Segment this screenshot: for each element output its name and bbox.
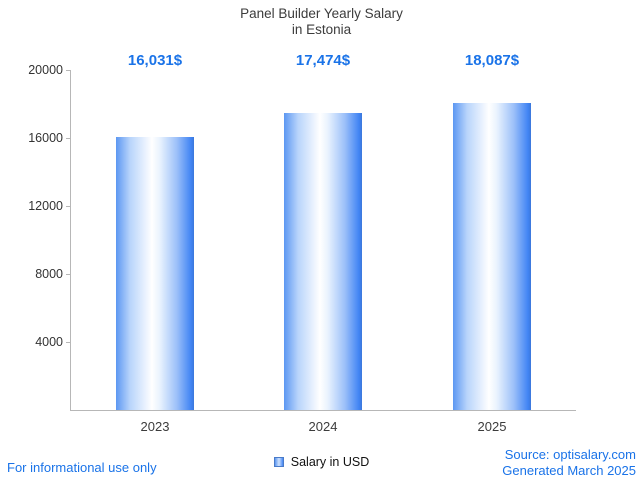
y-tickmark bbox=[66, 342, 71, 343]
bar-value-label: 17,474$ bbox=[295, 52, 351, 69]
chart-title-line1: Panel Builder Yearly Salary bbox=[240, 6, 403, 21]
bar-group-2024: 17,474$ 2024 bbox=[239, 52, 407, 434]
bar-2025 bbox=[453, 102, 531, 410]
bar-group-2025: 18,087$ 2025 bbox=[408, 52, 576, 434]
source-block: Source: optisalary.com Generated March 2… bbox=[502, 447, 636, 478]
y-tickmark bbox=[66, 274, 71, 275]
y-tick-label: 20000 bbox=[28, 63, 63, 77]
y-tick-label: 8000 bbox=[35, 267, 63, 281]
generated-text: Generated March 2025 bbox=[502, 462, 636, 478]
chart-title: Panel Builder Yearly Salary in Estonia bbox=[0, 6, 643, 38]
bar-2023 bbox=[116, 137, 194, 410]
y-tickmark bbox=[66, 138, 71, 139]
x-category-label: 2025 bbox=[477, 419, 507, 434]
chart-title-line2: in Estonia bbox=[291, 22, 352, 37]
legend-label: Salary in USD bbox=[290, 455, 370, 469]
y-tickmark bbox=[66, 206, 71, 207]
source-text: Source: optisalary.com bbox=[504, 447, 636, 462]
bar-value-label: 18,087$ bbox=[464, 52, 520, 69]
y-tick-label: 4000 bbox=[35, 335, 63, 349]
chart-legend: Salary in USD bbox=[0, 455, 643, 469]
legend-swatch-icon bbox=[273, 457, 284, 467]
y-tickmark bbox=[66, 70, 71, 71]
bar-2024 bbox=[284, 112, 362, 410]
x-category-label: 2024 bbox=[308, 419, 338, 434]
bar-value-label: 16,031$ bbox=[127, 52, 183, 69]
disclaimer-text: For informational use only bbox=[7, 460, 157, 475]
y-tick-label: 16000 bbox=[28, 131, 63, 145]
bar-group-2023: 16,031$ 2023 bbox=[71, 52, 239, 434]
x-category-label: 2023 bbox=[140, 419, 170, 434]
plot-area: 20000 16000 12000 8000 4000 16,031$ 2023… bbox=[28, 52, 576, 434]
y-tick-label: 12000 bbox=[28, 199, 63, 213]
